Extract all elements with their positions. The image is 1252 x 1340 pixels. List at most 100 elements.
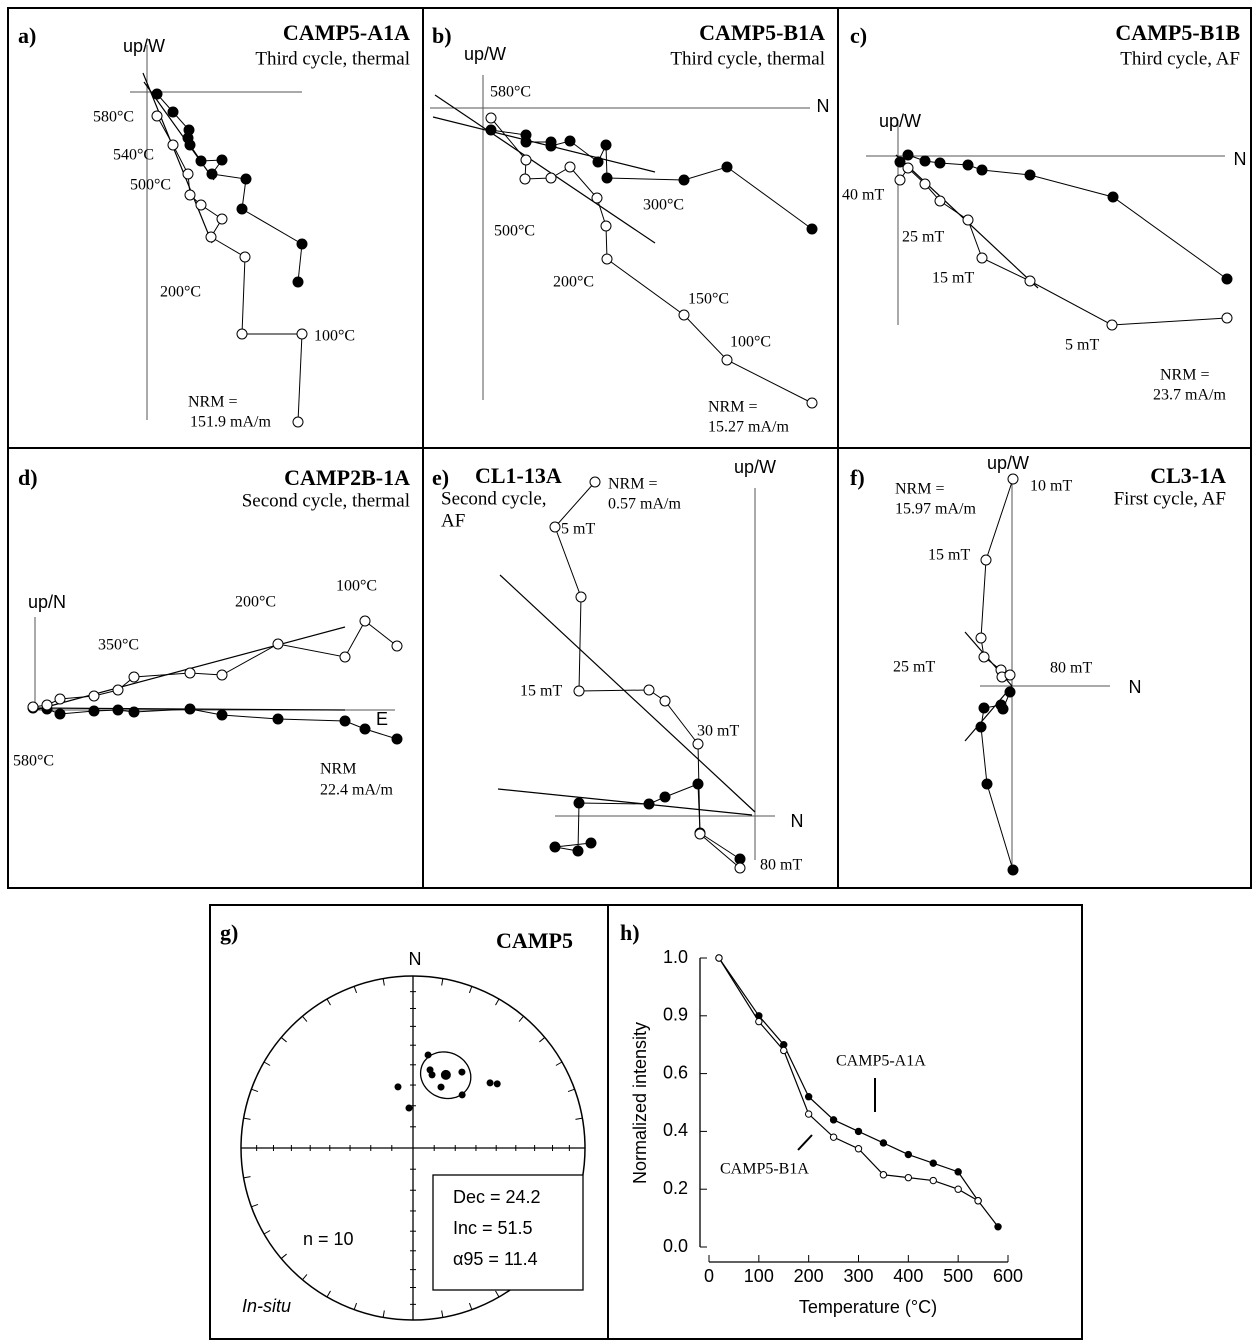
step-label: 10 mT (1030, 478, 1072, 495)
demagnetization-path (899, 154, 1228, 280)
axis-label: E (376, 709, 388, 729)
series-label: CAMP5-B1A (720, 1161, 809, 1178)
data-point (806, 397, 818, 409)
rim-tick (382, 1310, 385, 1318)
data-point (205, 231, 217, 243)
demagnetization-path (490, 129, 813, 230)
data-point (975, 632, 987, 644)
data-point (545, 140, 557, 152)
data-point (151, 88, 163, 100)
y-tick-label: 0.9 (663, 1005, 688, 1025)
data-point (980, 554, 992, 566)
step-label: 540°C (113, 147, 154, 164)
data-point (216, 709, 228, 721)
step-label: 15 mT (928, 547, 970, 564)
panel-title: CAMP2B-1A (284, 465, 410, 490)
rim-tick (302, 1274, 308, 1281)
panel-label: b) (432, 23, 452, 48)
x-tick-label: 100 (744, 1266, 774, 1286)
data-point (962, 159, 974, 171)
step-label: 5 mT (561, 521, 595, 538)
data-point (54, 693, 66, 705)
data-point (1024, 169, 1036, 181)
data-point (27, 701, 39, 713)
y-tick-label: 1.0 (663, 947, 688, 967)
data-point (359, 723, 371, 735)
stats-label: α95 = 11.4 (453, 1249, 538, 1269)
mean-direction (440, 1069, 451, 1080)
data-point (151, 110, 163, 122)
fit-line (434, 94, 656, 244)
y-tick-label: 0.6 (663, 1062, 688, 1082)
step-label: NRM (320, 761, 356, 778)
data-point (272, 638, 284, 650)
axis-label: up/W (464, 44, 506, 64)
y-tick-label: 0.4 (663, 1120, 688, 1140)
panel-subtitle: Third cycle, thermal (670, 48, 825, 69)
data-point (391, 733, 403, 745)
step-label: 23.7 mA/m (1153, 387, 1226, 404)
step-label: 100°C (314, 328, 355, 345)
rim-tick (468, 986, 473, 994)
rim-tick (280, 1037, 287, 1043)
step-label: NRM = (895, 481, 944, 498)
data-point (195, 199, 207, 211)
x-tick-label: 400 (893, 1266, 923, 1286)
data-point (678, 309, 690, 321)
rim-tick (468, 1302, 473, 1310)
rim-tick (280, 1253, 287, 1259)
x-tick-label: 600 (993, 1266, 1023, 1286)
data-point (976, 252, 988, 264)
series-label: CAMP5-A1A (836, 1053, 926, 1070)
data-point (216, 213, 228, 225)
step-label: NRM = (708, 399, 757, 416)
demagnetization-path (899, 167, 1228, 326)
data-point (981, 778, 993, 790)
data-point (659, 791, 671, 803)
data-point (692, 738, 704, 750)
stats-label: Inc = 51.5 (453, 1218, 533, 1238)
demagnetization-path (32, 620, 398, 708)
data-point (734, 862, 746, 874)
step-label: 15.97 mA/m (895, 501, 976, 518)
direction-point (405, 1104, 413, 1112)
panel-subtitle: First cycle, AF (1114, 488, 1226, 509)
step-label: 22.4 mA/m (320, 782, 393, 799)
data-point (296, 238, 308, 250)
axis-label: up/W (987, 453, 1029, 473)
step-label: 80 mT (760, 857, 802, 874)
series-point (994, 1223, 1002, 1231)
x-tick-label: 500 (943, 1266, 973, 1286)
confidence-cone (419, 1051, 472, 1100)
data-point (692, 778, 704, 790)
data-point (128, 706, 140, 718)
zijderveld-panel: up/W Nc) CAMP5-B1B Third cycle, AF 40 mT 25 m… (842, 20, 1247, 404)
data-point (600, 220, 612, 232)
series-point (755, 1017, 763, 1026)
data-point (1024, 275, 1036, 287)
data-point (391, 640, 403, 652)
rim-tick (555, 1061, 563, 1066)
rim-tick (302, 1015, 308, 1022)
data-point (934, 157, 946, 169)
data-point (167, 139, 179, 151)
series-point (829, 1116, 838, 1124)
step-label: 580°C (490, 84, 531, 101)
fit-line (432, 116, 656, 173)
fit-line (497, 788, 753, 816)
data-point (902, 162, 914, 174)
axis-label: up/W (734, 457, 776, 477)
data-point (976, 164, 988, 176)
data-point (184, 139, 196, 151)
rim-tick (251, 1203, 259, 1208)
x-tick-label: 200 (794, 1266, 824, 1286)
data-point (601, 172, 613, 184)
data-point (1106, 319, 1118, 331)
demagnetization-path (554, 783, 741, 860)
data-point (978, 702, 990, 714)
series-point (929, 1159, 937, 1167)
data-point (591, 192, 603, 204)
zijderveld-panel: up/W Nb) CAMP5-B1A Third cycle, thermal 580°… (430, 20, 830, 436)
data-point (206, 168, 218, 180)
axis-label: N (817, 96, 830, 116)
